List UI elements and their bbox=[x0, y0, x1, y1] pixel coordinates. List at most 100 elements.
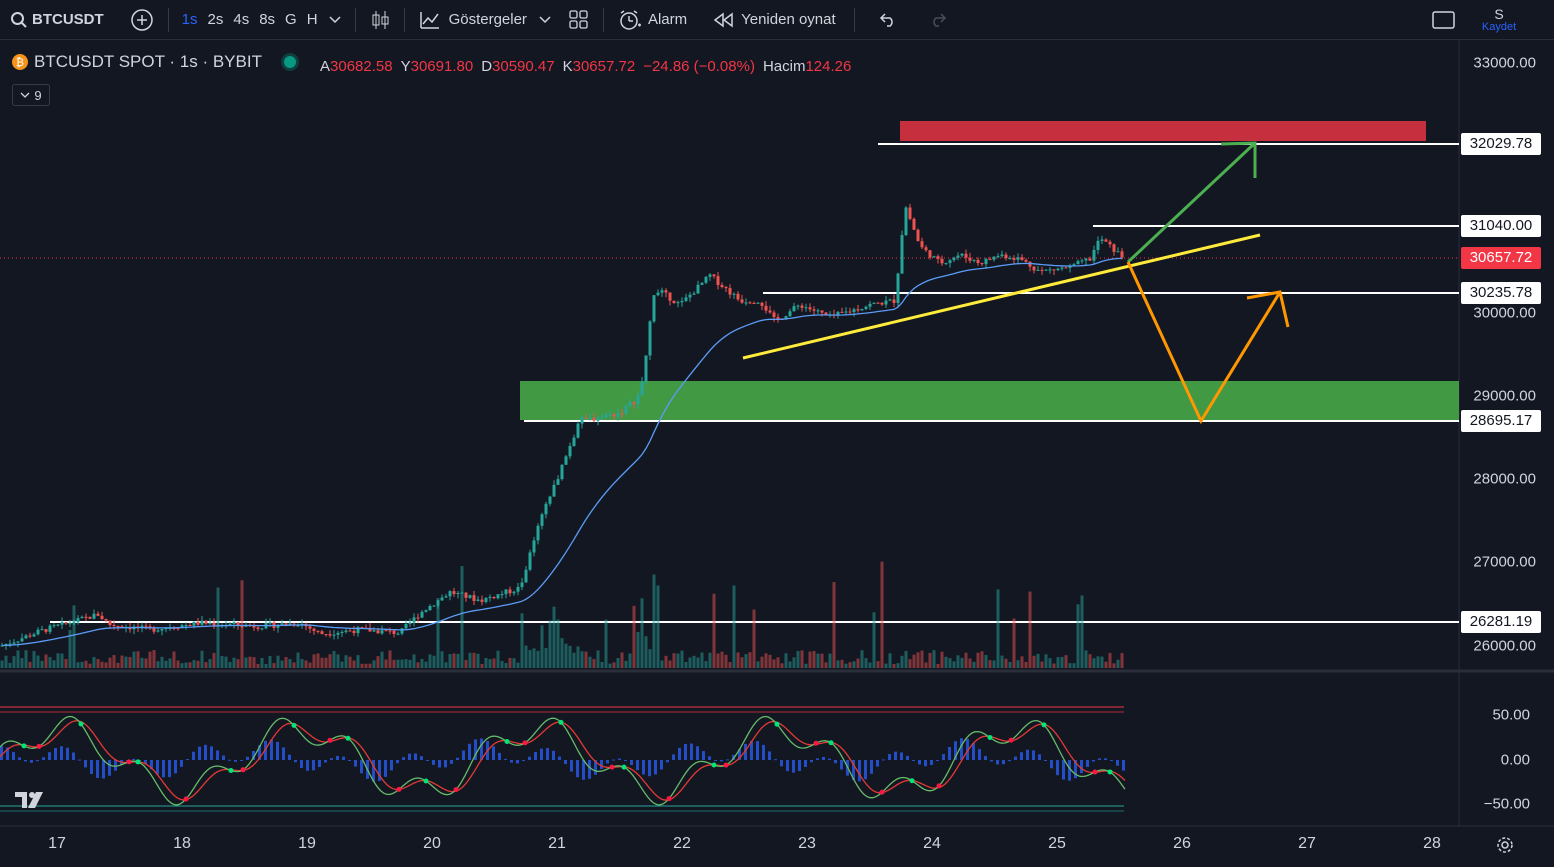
volume-bar bbox=[548, 620, 552, 668]
oscillator-histogram-bar bbox=[618, 758, 621, 760]
timeframe-4s[interactable]: 4s bbox=[233, 11, 250, 28]
date-tick: 26 bbox=[1173, 835, 1191, 852]
level-label-28695[interactable]: 28695.17 bbox=[1461, 410, 1541, 432]
candle-body bbox=[792, 306, 796, 312]
alarm-button[interactable]: Alarm bbox=[612, 0, 693, 40]
candle-body bbox=[1048, 269, 1052, 271]
oscillator-histogram-bar bbox=[912, 760, 915, 761]
volume-bar bbox=[1092, 658, 1096, 668]
open-value: 30682.58 bbox=[330, 58, 393, 75]
oscillator-cross-dot bbox=[135, 759, 141, 765]
level-label-32029[interactable]: 32029.78 bbox=[1461, 133, 1541, 155]
undo-button[interactable] bbox=[871, 0, 903, 40]
candle-body bbox=[24, 635, 28, 639]
oscillator-cross-dot bbox=[1107, 769, 1113, 775]
volume-bar bbox=[968, 658, 972, 668]
volume-bar bbox=[148, 651, 152, 668]
timeframe-8s[interactable]: 8s bbox=[259, 11, 276, 28]
volume-bar bbox=[528, 649, 532, 668]
volume-bar bbox=[128, 657, 132, 668]
symbol-search-button[interactable]: BTCUSDT bbox=[0, 0, 110, 40]
oscillator-histogram-bar bbox=[204, 744, 207, 760]
oscillator-histogram-bar bbox=[1020, 752, 1023, 760]
oscillator-histogram-bar bbox=[186, 759, 189, 761]
volume-bar bbox=[140, 657, 144, 668]
volume-bar bbox=[332, 650, 336, 668]
oscillator-histogram-bar bbox=[594, 760, 597, 775]
oscillator-histogram-bar bbox=[582, 760, 585, 780]
oscillator-histogram-bar bbox=[390, 760, 393, 771]
timeframe-h[interactable]: H bbox=[306, 11, 318, 28]
date-tick: 19 bbox=[298, 835, 316, 852]
candle-body bbox=[328, 634, 332, 636]
volume-bar bbox=[1108, 652, 1112, 668]
date-tick: 20 bbox=[423, 835, 441, 852]
candle-body bbox=[680, 300, 684, 303]
volume-bar bbox=[280, 660, 284, 668]
candles bbox=[0, 203, 1124, 650]
level-label-30235[interactable]: 30235.78 bbox=[1461, 282, 1541, 304]
svg-text:₿: ₿ bbox=[16, 56, 24, 69]
volume-bar bbox=[856, 658, 860, 668]
indicator-collapse-button[interactable]: 9 bbox=[12, 84, 50, 106]
volume-bar bbox=[4, 655, 8, 668]
candle-body bbox=[476, 599, 480, 601]
candle-body bbox=[876, 302, 880, 304]
volume-label: Hacim bbox=[762, 58, 806, 75]
oscillator-histogram-bar bbox=[858, 760, 861, 782]
candle-body bbox=[892, 299, 896, 303]
symbol-title[interactable]: BTCUSDT SPOT · 1s · BYBIT bbox=[34, 52, 262, 71]
volume-bar bbox=[1060, 656, 1064, 668]
candle-body bbox=[804, 307, 808, 309]
level-label-26281[interactable]: 26281.19 bbox=[1461, 611, 1541, 633]
volume-bar bbox=[344, 655, 348, 668]
gear-icon[interactable] bbox=[1494, 834, 1516, 861]
compare-button[interactable] bbox=[124, 0, 160, 40]
oscillator-histogram-bar bbox=[738, 749, 741, 760]
oscillator-cross-dot bbox=[291, 722, 297, 728]
indicators-menu-button[interactable] bbox=[533, 0, 557, 40]
indicators-button[interactable]: Göstergeler bbox=[413, 0, 533, 40]
save-button[interactable]: S Kaydet bbox=[1472, 3, 1526, 37]
oscillator-histogram-bar bbox=[1056, 760, 1059, 776]
oscillator-histogram-bar bbox=[678, 747, 681, 760]
volume-bar bbox=[204, 662, 208, 668]
volume-bar bbox=[532, 648, 536, 668]
oscillator-histogram-bar bbox=[402, 757, 405, 760]
candle-body bbox=[196, 621, 200, 625]
oscillator-cross-dot bbox=[21, 743, 27, 749]
candle-body bbox=[964, 253, 968, 258]
volume-bar bbox=[256, 663, 260, 668]
chart-area[interactable] bbox=[0, 40, 1554, 867]
chevron-down-icon[interactable] bbox=[323, 15, 347, 24]
oscillator-histogram-bar bbox=[1014, 756, 1017, 760]
fullscreen-button[interactable] bbox=[1426, 0, 1462, 40]
divider bbox=[602, 7, 604, 32]
chart-type-button[interactable] bbox=[364, 0, 396, 40]
volume-bar bbox=[924, 662, 928, 668]
layout-button[interactable] bbox=[563, 0, 595, 40]
volume-bar bbox=[524, 645, 528, 668]
replay-button[interactable]: Yeniden oynat bbox=[707, 0, 842, 40]
volume-bar bbox=[520, 613, 524, 668]
volume-bar bbox=[252, 657, 256, 668]
volume-bar bbox=[136, 651, 140, 668]
volume-bar bbox=[108, 657, 112, 668]
oscillator-histogram-bar bbox=[78, 759, 81, 761]
volume-bar bbox=[1044, 654, 1048, 668]
candle-body bbox=[984, 258, 988, 265]
volume-bar bbox=[88, 663, 92, 668]
volume-bar bbox=[1036, 653, 1040, 668]
oscillator-histogram-bar bbox=[1116, 760, 1119, 766]
oscillator-histogram-bar bbox=[690, 743, 693, 760]
oscillator-histogram-bar bbox=[462, 750, 465, 760]
volume-bar bbox=[676, 653, 680, 668]
level-label-31040[interactable]: 31040.00 bbox=[1461, 215, 1541, 237]
oscillator-histogram-bar bbox=[630, 760, 633, 766]
volume-bar bbox=[268, 656, 272, 668]
timeframe-g[interactable]: G bbox=[285, 11, 297, 28]
volume-bar bbox=[644, 636, 648, 668]
timeframe-1s[interactable]: 1s bbox=[181, 11, 198, 28]
timeframe-2s[interactable]: 2s bbox=[207, 11, 224, 28]
redo-button[interactable] bbox=[923, 0, 955, 40]
